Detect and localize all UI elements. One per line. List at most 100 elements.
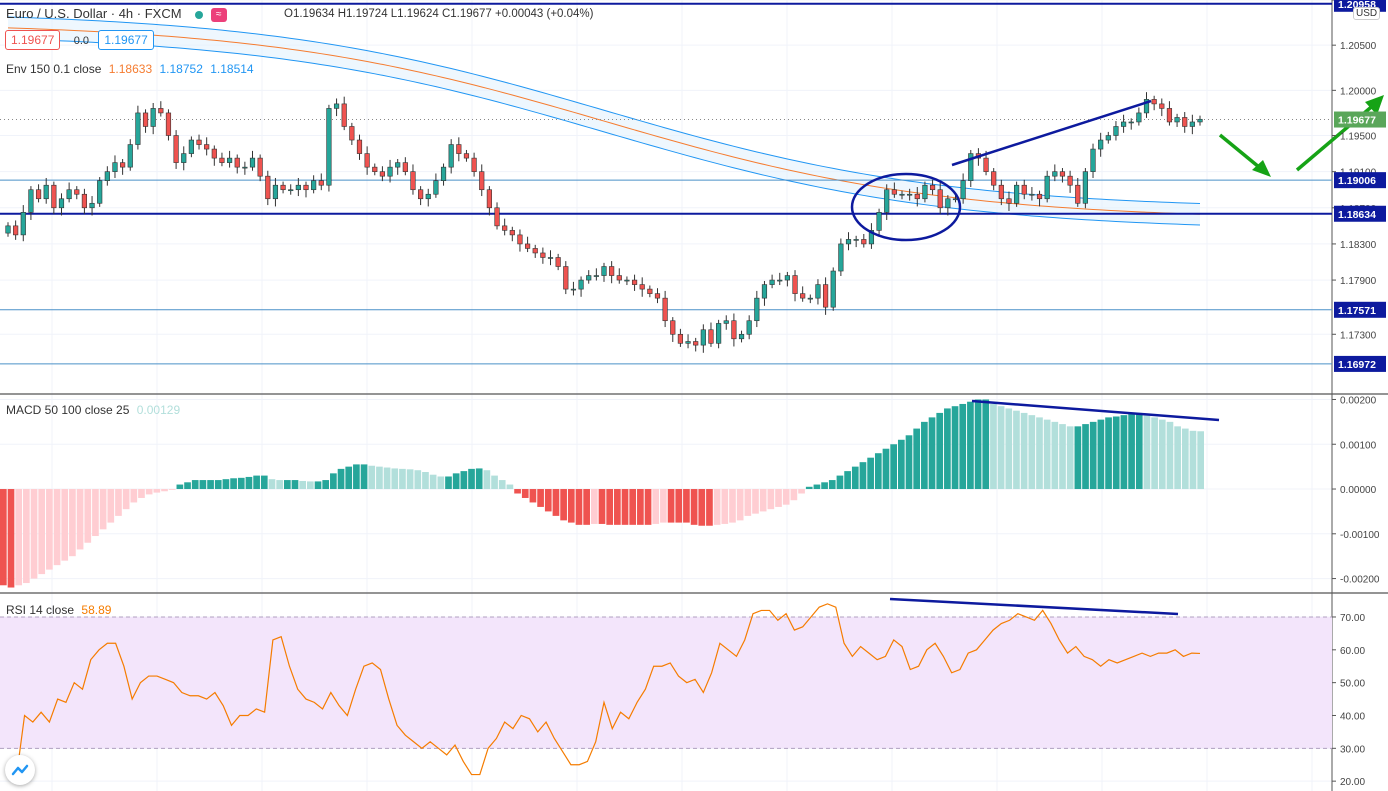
candle-body xyxy=(1136,112,1142,123)
candle-body xyxy=(43,184,49,200)
spread-value: 0.0 xyxy=(73,35,90,47)
candle-body xyxy=(884,189,890,213)
macd-histogram-bar xyxy=(237,477,245,490)
macd-histogram-bar xyxy=(7,489,15,588)
candle-body xyxy=(1052,171,1058,177)
price-trend-line xyxy=(951,99,1152,167)
candle-body xyxy=(563,266,569,290)
macd-histogram-bar xyxy=(790,489,798,501)
candle-body xyxy=(1075,184,1081,204)
candle-body xyxy=(35,189,42,200)
candle-body xyxy=(677,333,684,344)
candle-body xyxy=(5,225,11,234)
macd-histogram-bar xyxy=(506,484,514,490)
candle-body xyxy=(479,171,485,191)
macd-histogram-bar xyxy=(337,468,345,490)
down-arrow-icon xyxy=(1252,160,1271,177)
candle-body xyxy=(907,193,913,196)
macd-histogram-bar xyxy=(644,489,652,525)
candle-body xyxy=(463,153,470,159)
rsi-axis-label: 60.00 xyxy=(1340,646,1365,657)
price-axis-label: 1.17900 xyxy=(1340,276,1377,287)
buy-button[interactable]: 1.19677 xyxy=(98,30,154,50)
candle-body xyxy=(1006,198,1012,204)
macd-histogram-bar xyxy=(230,478,237,490)
candle-body xyxy=(303,184,309,191)
candle-body xyxy=(807,297,813,300)
macd-histogram-bar xyxy=(1112,416,1120,490)
envelope-legend: Env 150 0.1 close 1.18633 1.18752 1.1851… xyxy=(6,62,258,76)
macd-histogram-bar xyxy=(483,470,491,490)
price-label: 1.19006 xyxy=(1338,175,1376,187)
candle-body xyxy=(777,279,783,282)
macd-histogram-bar xyxy=(107,489,115,523)
candle-body xyxy=(51,184,57,209)
candle-body xyxy=(868,230,875,245)
price-label: 1.18634 xyxy=(1338,209,1376,221)
macd-histogram-bar xyxy=(498,480,506,490)
macd-histogram-bar xyxy=(253,475,260,490)
macd-histogram-bar xyxy=(675,489,683,523)
macd-histogram-bar xyxy=(905,435,913,490)
macd-histogram-bar xyxy=(199,480,207,490)
candle-body xyxy=(609,266,615,276)
macd-histogram-bar xyxy=(38,489,46,575)
candle-body xyxy=(998,184,1004,200)
macd-divergence-line xyxy=(971,399,1220,422)
candle-body xyxy=(845,239,852,245)
macd-histogram-bar xyxy=(399,468,406,490)
price-label-box xyxy=(1334,355,1386,372)
candle-body xyxy=(364,153,370,168)
macd-histogram-bar xyxy=(414,470,422,490)
compare-icon[interactable]: ≈ xyxy=(210,7,227,22)
macd-histogram-bar xyxy=(429,474,437,490)
currency-label[interactable]: USD xyxy=(1353,7,1381,20)
candle-body xyxy=(257,157,263,177)
macd-histogram-bar xyxy=(299,480,307,490)
price-label-box xyxy=(1334,111,1386,128)
macd-histogram-bar xyxy=(69,489,76,557)
candle-body xyxy=(945,198,951,209)
macd-histogram-bar xyxy=(307,481,314,490)
macd-histogram-bar xyxy=(1059,424,1066,490)
macd-histogram-bar xyxy=(61,489,69,561)
candle-body xyxy=(425,193,431,200)
candle-body xyxy=(524,243,531,249)
symbol-legend: Euro / U.S. Dollar · 4h · FXCM ≈ xyxy=(6,6,231,22)
macd-histogram-bar xyxy=(322,480,330,490)
macd-histogram-bar xyxy=(314,481,322,490)
candle-body xyxy=(662,297,668,322)
candle-body xyxy=(769,279,775,285)
macd-histogram-bar xyxy=(376,466,383,490)
macd-histogram-bar xyxy=(1151,417,1158,490)
candle-body xyxy=(761,284,768,299)
tradingview-logo-icon[interactable] xyxy=(5,755,35,785)
price-label: 1.19677 xyxy=(1338,115,1376,127)
sell-button[interactable]: 1.19677 xyxy=(5,30,61,50)
candle-body xyxy=(158,108,164,114)
macd-histogram-bar xyxy=(161,489,168,492)
candle-body xyxy=(471,157,477,172)
candle-body xyxy=(456,144,462,154)
macd-histogram-bar xyxy=(951,406,959,490)
macd-histogram-bar xyxy=(452,473,460,490)
macd-histogram-bar xyxy=(890,444,897,490)
rsi-divergence-line xyxy=(889,597,1179,616)
candle-body xyxy=(97,180,103,204)
macd-histogram-bar xyxy=(115,489,122,516)
candle-body xyxy=(586,275,592,281)
candle-body xyxy=(540,252,546,258)
candle-body xyxy=(1090,148,1096,172)
macd-histogram-bar xyxy=(260,475,268,490)
macd-axis-label: -0.00200 xyxy=(1340,575,1380,586)
candle-body xyxy=(952,198,959,201)
macd-histogram-bar xyxy=(0,489,7,586)
candle-body xyxy=(1174,117,1180,123)
envelope-basis-line xyxy=(7,27,1201,215)
envelope-label: Env 150 0.1 close xyxy=(6,62,102,76)
macd-histogram-bar xyxy=(767,489,775,510)
macd-histogram-bar xyxy=(629,489,637,525)
candle-body xyxy=(693,341,699,346)
macd-histogram-bar xyxy=(330,473,337,490)
